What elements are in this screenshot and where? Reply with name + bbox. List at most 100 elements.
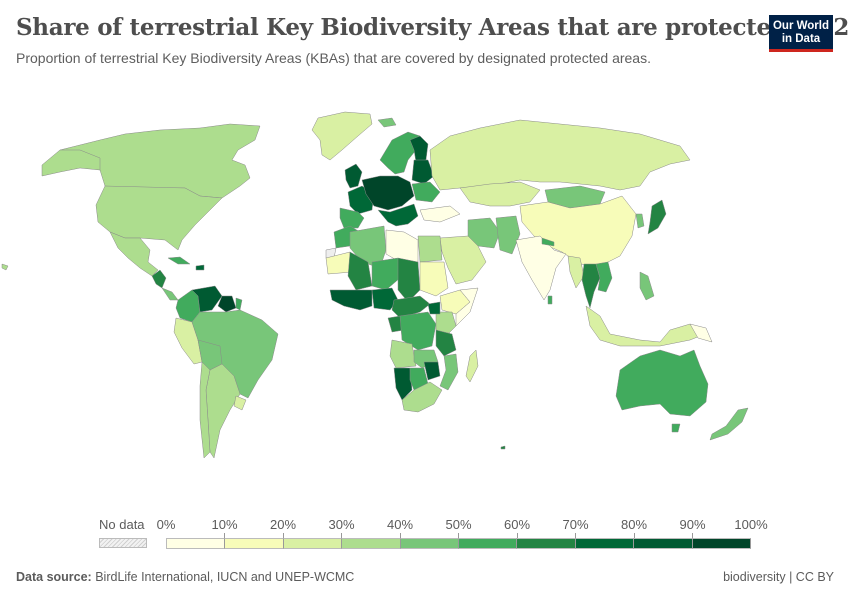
legend-tick: 90% xyxy=(679,517,706,532)
legend-tick-mark xyxy=(692,533,693,538)
country-papua-new-guinea[interactable] xyxy=(689,323,713,343)
country-cuba[interactable] xyxy=(167,256,191,265)
country-argentina[interactable] xyxy=(205,363,241,459)
country-thailand[interactable] xyxy=(581,263,601,309)
country-usa[interactable] xyxy=(95,185,223,251)
legend-tick: 70% xyxy=(562,517,589,532)
world-map xyxy=(1,111,749,459)
country-kazakhstan[interactable] xyxy=(459,181,541,207)
country-egypt[interactable] xyxy=(417,235,443,263)
country-central-america[interactable] xyxy=(151,269,167,289)
country-alaska[interactable] xyxy=(41,149,101,177)
legend-tick-mark xyxy=(634,533,635,538)
country-philippines[interactable] xyxy=(639,271,655,301)
country-mozambique[interactable] xyxy=(439,353,459,391)
country-myanmar[interactable] xyxy=(567,255,585,289)
country-new-zealand[interactable] xyxy=(709,407,749,441)
country-afghanistan-pakistan[interactable] xyxy=(495,215,521,255)
country-russia[interactable] xyxy=(429,119,691,191)
color-legend: No data 0% 10% 20% 30% 40% 50% 60% 70% 8… xyxy=(96,517,776,557)
country-australia[interactable] xyxy=(615,349,709,417)
country-sudan[interactable] xyxy=(419,261,449,297)
legend-bin-80-90[interactable] xyxy=(634,538,693,549)
country-zimbabwe[interactable] xyxy=(423,361,441,381)
country-niger[interactable] xyxy=(371,257,401,291)
logo-line-1: Our World xyxy=(772,20,829,32)
data-source-link[interactable]: BirdLife International, IUCN and UNEP-WC… xyxy=(95,570,355,584)
country-hawaii[interactable] xyxy=(1,263,9,271)
country-central-america-south[interactable] xyxy=(161,287,179,301)
data-source-label: Data source: xyxy=(16,570,92,584)
country-tasmania[interactable] xyxy=(671,423,681,433)
legend-tick-mark xyxy=(517,533,518,538)
legend-tick-mark xyxy=(224,533,225,538)
chart-subtitle: Proportion of terrestrial Key Biodiversi… xyxy=(16,50,651,66)
country-uruguay[interactable] xyxy=(233,395,247,411)
country-japan[interactable] xyxy=(647,199,667,235)
legend-bin-90-100[interactable] xyxy=(692,538,752,549)
country-iceland[interactable] xyxy=(377,117,397,128)
legend-tick: 0% xyxy=(156,517,176,532)
data-source: Data source: BirdLife International, IUC… xyxy=(16,570,354,584)
country-greenland[interactable] xyxy=(311,111,373,161)
legend-tick: 100% xyxy=(734,517,768,532)
owid-logo[interactable]: Our World in Data xyxy=(769,15,833,52)
country-south-sudan[interactable] xyxy=(427,301,441,315)
country-venezuela[interactable] xyxy=(191,285,223,313)
country-nepal[interactable] xyxy=(541,237,555,247)
country-mali[interactable] xyxy=(347,251,373,291)
country-angola[interactable] xyxy=(389,339,417,369)
country-vietnam-cambodia[interactable] xyxy=(595,261,613,293)
country-guyana-suriname[interactable] xyxy=(217,295,237,313)
legend-bin-40-50[interactable] xyxy=(400,538,460,549)
legend-tick: 60% xyxy=(503,517,531,532)
legend-tick-mark xyxy=(283,533,284,538)
country-chile[interactable] xyxy=(199,361,211,459)
country-south-africa[interactable] xyxy=(401,381,443,413)
country-central-europe[interactable] xyxy=(361,175,415,211)
country-indonesia[interactable] xyxy=(585,305,701,347)
legend-tick-mark xyxy=(575,533,576,538)
country-norway-sweden[interactable] xyxy=(379,131,421,175)
legend-tick: 30% xyxy=(328,517,355,532)
country-madagascar[interactable] xyxy=(465,349,479,383)
country-dominican-republic[interactable] xyxy=(195,264,205,271)
legend-bin-70-80[interactable] xyxy=(575,538,635,549)
country-drc[interactable] xyxy=(399,311,437,351)
logo-line-2: in Data xyxy=(781,33,821,45)
country-tanzania[interactable] xyxy=(435,329,457,357)
country-uganda-kenya[interactable] xyxy=(435,311,457,335)
country-chad[interactable] xyxy=(397,257,421,303)
legend-tick: 10% xyxy=(211,517,238,532)
license-text[interactable]: biodiversity | CC BY xyxy=(723,570,834,584)
country-turkey[interactable] xyxy=(419,205,461,223)
legend-tick-mark xyxy=(400,533,401,538)
no-data-swatch[interactable] xyxy=(99,538,147,548)
legend-bin-50-60[interactable] xyxy=(459,538,518,549)
country-italy-balkans[interactable] xyxy=(377,203,419,227)
legend-tick: 40% xyxy=(386,517,414,532)
legend-tick: 20% xyxy=(269,517,297,532)
country-baltic-belarus[interactable] xyxy=(411,159,435,185)
legend-color-bar xyxy=(166,538,752,549)
legend-bin-20-30[interactable] xyxy=(283,538,343,549)
country-french-guiana[interactable] xyxy=(235,297,243,311)
legend-bin-10-20[interactable] xyxy=(225,538,284,549)
country-ukraine[interactable] xyxy=(411,181,441,203)
country-namibia[interactable] xyxy=(393,367,413,401)
country-canada[interactable] xyxy=(44,123,261,199)
country-mexico[interactable] xyxy=(109,231,159,277)
country-spain-portugal[interactable] xyxy=(339,207,365,229)
country-uk-ireland[interactable] xyxy=(344,163,363,189)
country-saudi-arabia[interactable] xyxy=(439,235,487,285)
legend-bin-60-70[interactable] xyxy=(517,538,576,549)
country-sri-lanka[interactable] xyxy=(547,295,553,305)
legend-bin-0-10[interactable] xyxy=(166,538,226,549)
chart-title: Share of terrestrial Key Biodiversity Ar… xyxy=(16,14,850,41)
country-cameroon-car[interactable] xyxy=(391,295,431,319)
country-west-africa[interactable] xyxy=(329,289,373,311)
legend-bin-30-40[interactable] xyxy=(342,538,401,549)
no-data-label: No data xyxy=(99,517,145,532)
country-heard-island[interactable] xyxy=(500,445,506,450)
country-korea[interactable] xyxy=(635,213,645,229)
